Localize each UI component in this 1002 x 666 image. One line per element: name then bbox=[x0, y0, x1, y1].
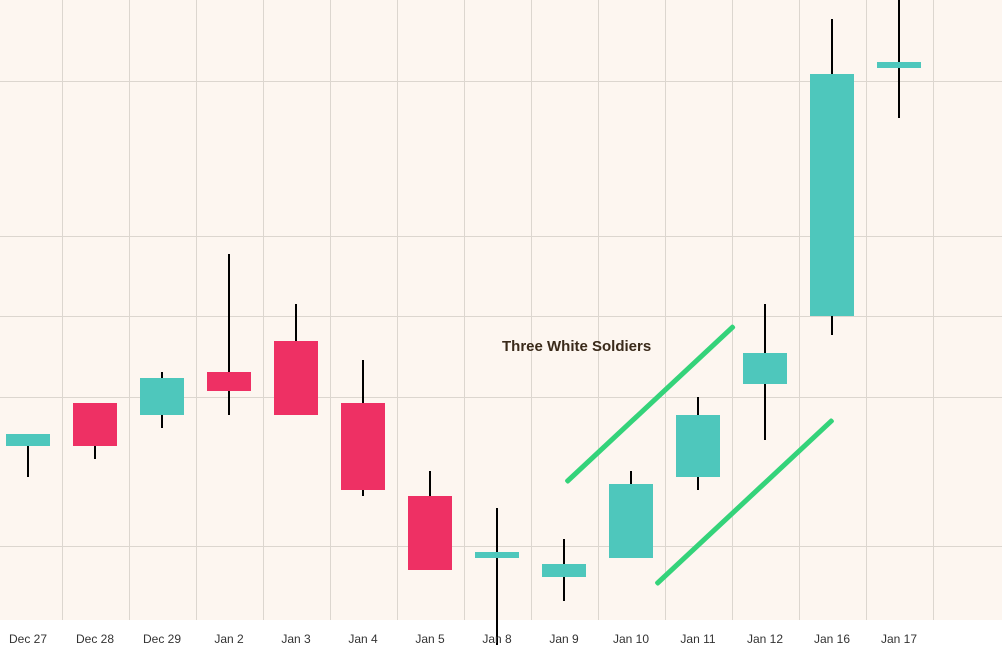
x-axis-label: Jan 2 bbox=[214, 632, 243, 646]
candle-body bbox=[140, 378, 184, 415]
x-axis-label: Jan 9 bbox=[549, 632, 578, 646]
x-axis-label: Jan 17 bbox=[881, 632, 917, 646]
candle bbox=[207, 0, 251, 620]
x-axis-label: Jan 3 bbox=[281, 632, 310, 646]
annotation-label: Three White Soldiers bbox=[502, 338, 651, 355]
candlestick-chart: Three White Soldiers Dec 27 Dec 28 Dec 29 J… bbox=[0, 0, 1002, 666]
grid-line-vertical bbox=[196, 0, 197, 620]
grid-line-vertical bbox=[732, 0, 733, 620]
grid-line-vertical bbox=[263, 0, 264, 620]
candle bbox=[877, 0, 921, 620]
candle-body bbox=[475, 552, 519, 558]
candle-body bbox=[810, 74, 854, 316]
candle bbox=[542, 0, 586, 620]
x-axis-label: Jan 4 bbox=[348, 632, 377, 646]
candle-body bbox=[676, 415, 720, 477]
candle bbox=[475, 0, 519, 620]
candle-wick bbox=[898, 0, 900, 118]
grid-line-vertical bbox=[129, 0, 130, 620]
candle bbox=[73, 0, 117, 620]
grid-line-vertical bbox=[62, 0, 63, 620]
x-axis: Dec 27 Dec 28 Dec 29 Jan 2 Jan 3 Jan 4 Jan 5 Ja… bbox=[0, 620, 1002, 666]
candle bbox=[341, 0, 385, 620]
grid-line-vertical bbox=[598, 0, 599, 620]
candle bbox=[408, 0, 452, 620]
candle-body bbox=[542, 564, 586, 576]
candle-body bbox=[743, 353, 787, 384]
grid-line-vertical bbox=[799, 0, 800, 620]
x-axis-label: Jan 16 bbox=[814, 632, 850, 646]
candle bbox=[274, 0, 318, 620]
grid-line-vertical bbox=[464, 0, 465, 620]
x-axis-label: Dec 28 bbox=[76, 632, 114, 646]
x-axis-label: Jan 5 bbox=[415, 632, 444, 646]
candle-wick bbox=[228, 254, 230, 415]
candle bbox=[743, 0, 787, 620]
grid-line-vertical bbox=[866, 0, 867, 620]
candle bbox=[6, 0, 50, 620]
x-axis-label: Dec 29 bbox=[143, 632, 181, 646]
x-axis-label: Jan 11 bbox=[680, 632, 715, 646]
plot-area: Three White Soldiers bbox=[0, 0, 1002, 620]
grid-line-vertical bbox=[397, 0, 398, 620]
candle-body bbox=[207, 372, 251, 391]
x-axis-label: Jan 12 bbox=[747, 632, 783, 646]
grid-line-vertical bbox=[665, 0, 666, 620]
candle-body bbox=[6, 434, 50, 446]
grid-line-vertical bbox=[933, 0, 934, 620]
x-axis-label: Jan 8 bbox=[482, 632, 511, 646]
candle-body bbox=[609, 484, 653, 558]
candle bbox=[810, 0, 854, 620]
candle-body bbox=[341, 403, 385, 490]
grid-line-vertical bbox=[531, 0, 532, 620]
candle-body bbox=[274, 341, 318, 415]
candle-body bbox=[408, 496, 452, 570]
candle bbox=[140, 0, 184, 620]
candle-body bbox=[73, 403, 117, 446]
x-axis-label: Jan 10 bbox=[613, 632, 649, 646]
x-axis-label: Dec 27 bbox=[9, 632, 47, 646]
grid-line-vertical bbox=[330, 0, 331, 620]
candle-body bbox=[877, 62, 921, 68]
candle bbox=[609, 0, 653, 620]
